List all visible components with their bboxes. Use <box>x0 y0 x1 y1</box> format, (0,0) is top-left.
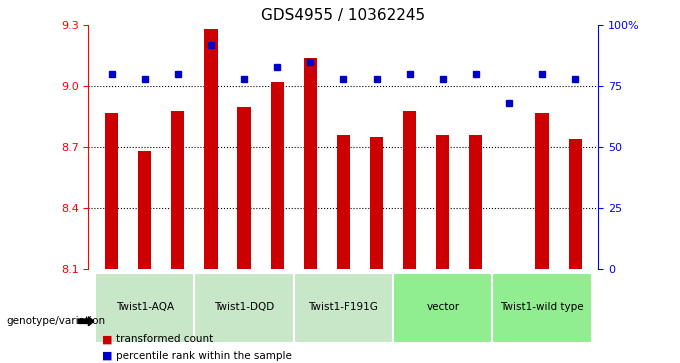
Text: ■: ■ <box>102 351 112 361</box>
FancyBboxPatch shape <box>393 273 492 343</box>
Text: Twist1-DQD: Twist1-DQD <box>214 302 274 312</box>
Text: genotype/variation: genotype/variation <box>7 316 106 326</box>
Text: vector: vector <box>426 302 459 312</box>
FancyBboxPatch shape <box>95 273 194 343</box>
Bar <box>171 111 184 269</box>
Bar <box>568 139 582 269</box>
Bar <box>204 29 218 269</box>
FancyBboxPatch shape <box>194 273 294 343</box>
Text: Twist1-AQA: Twist1-AQA <box>116 302 174 312</box>
Bar <box>237 106 251 269</box>
Text: ■: ■ <box>102 334 112 344</box>
Bar <box>535 113 549 269</box>
Bar <box>337 135 350 269</box>
Text: Twist1-wild type: Twist1-wild type <box>500 302 584 312</box>
Bar <box>436 135 449 269</box>
Bar <box>271 82 284 269</box>
Bar <box>469 135 483 269</box>
FancyBboxPatch shape <box>492 273 592 343</box>
Text: transformed count: transformed count <box>116 334 213 344</box>
Bar <box>304 58 317 269</box>
FancyBboxPatch shape <box>294 273 393 343</box>
Bar <box>105 113 118 269</box>
Text: percentile rank within the sample: percentile rank within the sample <box>116 351 292 361</box>
Bar <box>138 151 152 269</box>
Bar <box>370 137 383 269</box>
Bar <box>403 111 416 269</box>
Title: GDS4955 / 10362245: GDS4955 / 10362245 <box>261 8 426 23</box>
Text: Twist1-F191G: Twist1-F191G <box>309 302 378 312</box>
